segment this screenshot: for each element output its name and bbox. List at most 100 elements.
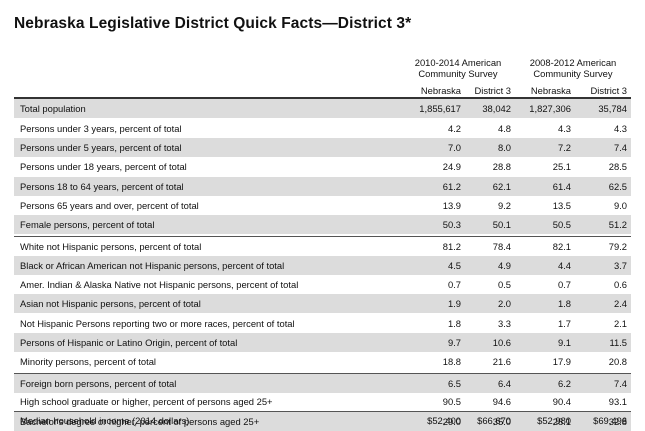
table-row: Persons under 18 years, percent of total… (14, 157, 631, 176)
table-cell: 20.8 (608, 356, 627, 367)
table-cell: 9.0 (613, 200, 627, 211)
table-cell: 28.8 (492, 161, 511, 172)
table-cell: 50.5 (552, 219, 571, 230)
table-cell: 4.8 (497, 123, 511, 134)
table-cell: 90.5 (442, 396, 461, 407)
table-cell: 2.4 (613, 298, 627, 309)
table-cell: 7.4 (613, 378, 627, 389)
row-label: Black or African American not Hispanic p… (20, 260, 285, 271)
table-cell: 1.8 (557, 298, 571, 309)
row-label: Minority persons, percent of total (20, 356, 157, 367)
table-cell: 10.6 (492, 337, 511, 348)
table-row: Persons under 3 years, percent of total 4… (14, 119, 631, 138)
table-cell: 0.7 (557, 279, 571, 290)
table-cell: 24.9 (442, 161, 461, 172)
table-cell: 51.2 (608, 219, 627, 230)
table-cell: 61.4 (552, 181, 571, 192)
table-cell: $52,400 (427, 415, 461, 426)
row-label: White not Hispanic persons, percent of t… (20, 241, 202, 252)
column-header-nebraska-2012: Nebraska (530, 85, 571, 96)
table-cell: 1.8 (447, 318, 461, 329)
column-header-district3-2014: District 3 (474, 85, 511, 96)
table-cell: 11.5 (609, 337, 627, 348)
table-cell: $66,670 (477, 415, 511, 426)
table-cell: 4.4 (557, 260, 571, 271)
table-row: Female persons, percent of total 50.3 50.1… (14, 215, 631, 234)
table-cell: 3.3 (497, 318, 511, 329)
table-cell: 0.6 (613, 279, 627, 290)
row-label: Persons 18 to 64 years, percent of total (20, 181, 184, 192)
row-label: Foreign born persons, percent of total (20, 378, 177, 389)
row-label: Amer. Indian & Alaska Native not Hispani… (20, 279, 299, 290)
table-cell: 1,827,306 (529, 103, 571, 114)
table-cell: $52,980 (537, 415, 571, 426)
group-header-line: 2008-2012 American (529, 57, 617, 68)
table-cell: 50.1 (492, 219, 511, 230)
table-cell: 18.8 (442, 356, 461, 367)
table-cell: 38,042 (482, 103, 511, 114)
table-cell: 28.5 (608, 161, 627, 172)
table-cell: 90.4 (552, 396, 571, 407)
table-row: Total population 1,855,617 38,042 1,827,306… (14, 99, 631, 118)
row-label: Persons under 3 years, percent of total (20, 123, 182, 134)
table-row: Asian not Hispanic persons, percent of t… (14, 294, 631, 313)
table-cell: 8.0 (497, 142, 511, 153)
table-cell: 62.5 (608, 181, 627, 192)
table-cell: 93.1 (608, 396, 627, 407)
table-cell: 0.5 (497, 279, 511, 290)
table-cell: 1.9 (447, 298, 461, 309)
row-label: Persons 65 years and over, percent of to… (20, 200, 199, 211)
group-header-line: Community Survey (418, 68, 498, 79)
table-cell: 81.2 (442, 241, 461, 252)
table-row: Median household income (2014 dollars) $5… (14, 411, 631, 430)
table-cell: 7.0 (447, 142, 461, 153)
table-cell: 29.0 (442, 416, 461, 427)
table-row: Persons under 5 years, percent of total 7… (14, 138, 631, 157)
table-cell: 6.5 (447, 378, 461, 389)
table-cell: 62.1 (492, 181, 511, 192)
table-cell: $69,496 (593, 415, 627, 426)
table-cell: 4.3 (613, 123, 627, 134)
table-cell: 1,855,617 (419, 103, 461, 114)
table-cell: 35,784 (598, 103, 627, 114)
table-cell: 82.1 (552, 241, 571, 252)
table-row: Persons 18 to 64 years, percent of total… (14, 177, 631, 196)
table-cell: 9.1 (557, 337, 571, 348)
table-cell: 7.2 (557, 142, 571, 153)
table-cell: 28.1 (552, 416, 571, 427)
table-cell: 21.6 (492, 356, 511, 367)
row-label: Asian not Hispanic persons, percent of t… (20, 298, 201, 309)
table-row: High school graduate or higher, percent … (14, 392, 631, 411)
table-row: Foreign born persons, percent of total 6.… (14, 373, 631, 393)
table-cell: 3.7 (613, 260, 627, 271)
table-cell: 6.4 (497, 378, 511, 389)
row-label: Bachelor's degree or higher, percent of … (20, 416, 260, 427)
table-cell: 1.7 (557, 318, 571, 329)
table-cell: 9.7 (447, 337, 461, 348)
page-title: Nebraska Legislative District Quick Fact… (14, 15, 412, 32)
table-row: White not Hispanic persons, percent of t… (14, 236, 631, 256)
column-group-2008-2012: 2008-2012 American Community Survey (518, 57, 628, 79)
table-cell: 13.5 (552, 200, 571, 211)
table-cell: 79.2 (608, 241, 627, 252)
table-cell: 4.5 (447, 260, 461, 271)
table-cell: 9.2 (497, 200, 511, 211)
group-header-line: Community Survey (533, 68, 613, 79)
table-cell: 25.1 (552, 161, 571, 172)
row-label: Persons under 18 years, percent of total (20, 161, 187, 172)
table-cell: 4.2 (447, 123, 461, 134)
table-row: Black or African American not Hispanic p… (14, 256, 631, 275)
column-header-nebraska-2014: Nebraska (420, 85, 461, 96)
row-label: Persons of Hispanic or Latino Origin, pe… (20, 337, 238, 348)
table-cell: 2.0 (497, 298, 511, 309)
table-cell: 32.8 (608, 416, 627, 427)
row-label: Persons under 5 years, percent of total (20, 142, 182, 153)
table-cell: 35.0 (492, 416, 511, 427)
table-cell: 0.7 (447, 279, 461, 290)
table-cell: 61.2 (442, 181, 461, 192)
table-cell: 2.1 (613, 318, 627, 329)
header-divider (14, 97, 631, 99)
table-cell: 94.6 (492, 396, 511, 407)
table-cell: 17.9 (552, 356, 571, 367)
row-label: Female persons, percent of total (20, 219, 155, 230)
